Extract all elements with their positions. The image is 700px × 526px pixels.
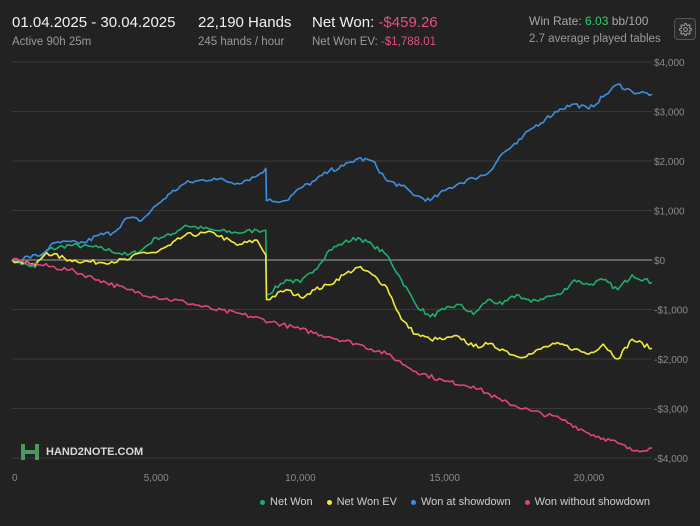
net-won: Net Won: -$459.26 [312,14,438,31]
active-time: Active 90h 25m [12,36,92,48]
legend-dot-icon [524,499,530,505]
y-tick-label: -$2,000 [654,355,688,366]
net-won-value: -$459.26 [378,14,438,31]
win-rate-label: Win Rate: [529,14,586,28]
x-tick-label: 5,000 [144,473,169,484]
legend-item[interactable]: Net Won [260,496,313,508]
win-rate: Win Rate: 6.03 bb/100 [529,14,661,28]
net-won-block: Net Won: -$459.26 Net Won EV: -$1,788.01 [312,14,438,48]
y-axis-ticks: $4,000 $3,000 $2,000 $1,000 $0 -$1,000 -$2,000… [654,58,688,465]
hand2note-logo: HAND2NOTE.COM [20,443,143,461]
x-tick-label: 0 [12,473,18,484]
net-won-ev-label: Net Won EV: [312,36,382,48]
settings-button[interactable] [674,18,696,40]
series-lines [11,83,653,453]
date-range-block: 01.04.2025 - 30.04.2025 Active 90h 25m [12,14,175,48]
x-tick-label: 15,000 [429,473,460,484]
legend-dot-icon [260,499,266,505]
legend-item[interactable]: Won at showdown [410,496,511,508]
hands-block: 22,190 Hands 245 hands / hour [198,14,291,48]
chart-legend: Net Won Net Won EV Won at showdown Won with… [260,496,650,508]
logo-mark-icon [21,444,39,460]
logo-text: HAND2NOTE.COM [46,446,144,458]
stats-header: 01.04.2025 - 30.04.2025 Active 90h 25m 2… [0,14,700,54]
legend-label: Net Won EV [336,496,397,508]
legend-dot-icon [410,499,416,505]
y-tick-label: $2,000 [654,157,685,168]
series-line-net-won-ev [11,230,653,360]
x-tick-label: 10,000 [285,473,316,484]
hands-count: 22,190 Hands [198,14,292,31]
legend-item[interactable]: Won without showdown [524,496,650,508]
legend-item[interactable]: Net Won EV [326,496,397,508]
y-tick-label: -$4,000 [654,454,688,465]
y-tick-label: -$1,000 [654,306,688,317]
legend-label: Won without showdown [534,496,650,508]
win-rate-unit: bb/100 [608,14,649,28]
net-won-ev-value: -$1,788.01 [381,36,437,48]
y-tick-label: -$3,000 [654,405,688,416]
y-tick-label: $3,000 [654,108,685,119]
avg-tables: 2.7 average played tables [529,33,661,45]
x-axis-ticks: 0 5,000 10,000 15,000 20,000 [12,473,605,484]
series-line-won-at-showdown [11,83,653,262]
legend-label: Net Won [270,496,313,508]
win-rate-value: 6.03 [585,14,609,28]
series-line-net-won [11,224,653,318]
gear-icon [678,22,692,36]
win-rate-block: Win Rate: 6.03 bb/100 2.7 average played… [529,14,661,45]
legend-label: Won at showdown [420,496,511,508]
hands-per-hour: 245 hands / hour [198,36,285,48]
y-tick-label: $1,000 [654,207,685,218]
grid-lines [12,61,652,459]
x-tick-label: 20,000 [574,473,605,484]
date-range: 01.04.2025 - 30.04.2025 [12,14,176,31]
net-won-label: Net Won: [312,14,379,31]
series-line-won-without-showdown [11,257,652,453]
y-tick-label: $4,000 [654,58,685,69]
y-tick-label: $0 [654,256,666,267]
legend-dot-icon [326,499,332,505]
net-won-ev: Net Won EV: -$1,788.01 [312,36,438,48]
